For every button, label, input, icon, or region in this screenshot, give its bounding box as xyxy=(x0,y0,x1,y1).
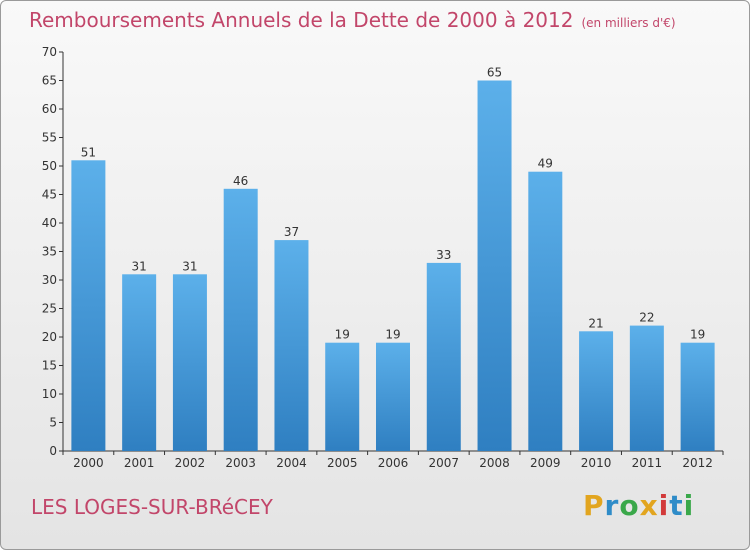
bar xyxy=(680,342,715,451)
y-tick-label: 70 xyxy=(42,45,57,59)
x-tick-label: 2006 xyxy=(378,456,409,470)
bar-value-label: 37 xyxy=(284,225,299,239)
y-tick-label: 50 xyxy=(42,159,57,173)
bars xyxy=(71,80,715,452)
logo-letter: r xyxy=(604,489,620,522)
x-tick-label: 2003 xyxy=(225,456,256,470)
y-tick-label: 45 xyxy=(42,188,57,202)
y-axis: 0 5 10 15 20 25 30 35 40 45 50 55 60 65 70 xyxy=(42,45,64,458)
logo-letter: i xyxy=(658,489,670,522)
y-tick-label: 15 xyxy=(42,359,57,373)
logo-letter: i xyxy=(683,489,695,522)
data-labels: 51 31 31 46 37 19 19 33 65 49 21 22 19 xyxy=(81,66,706,342)
x-tick-label: 2002 xyxy=(175,456,206,470)
bar xyxy=(528,171,563,451)
bar xyxy=(376,342,410,451)
x-tick-label: 2010 xyxy=(581,456,612,470)
bar-value-label: 19 xyxy=(335,328,350,342)
bar-value-label: 51 xyxy=(81,145,96,159)
x-axis: 2000 2001 2002 2003 2004 2005 2006 2007 2008 2009… xyxy=(62,450,724,470)
y-tick-label: 10 xyxy=(42,387,57,401)
proxiti-logo: Proxiti xyxy=(583,489,694,522)
logo-letter: o xyxy=(619,489,640,522)
chart-subtitle: (en milliers d'€) xyxy=(581,16,676,30)
y-tick-label: 55 xyxy=(42,131,57,145)
bar-value-label: 49 xyxy=(538,157,553,171)
x-tick-label: 2008 xyxy=(479,456,510,470)
x-tick-label: 2011 xyxy=(632,456,663,470)
bar xyxy=(274,240,309,451)
x-tick-label: 2009 xyxy=(530,456,561,470)
bar xyxy=(71,160,106,452)
bar xyxy=(325,342,360,451)
y-tick-label: 0 xyxy=(49,444,57,458)
y-tick-label: 25 xyxy=(42,302,57,316)
x-tick-label: 2004 xyxy=(276,456,307,470)
x-tick-label: 2007 xyxy=(428,456,459,470)
x-tick-label: 2012 xyxy=(682,456,713,470)
bar-value-label: 19 xyxy=(385,328,400,342)
y-tick-label: 65 xyxy=(42,74,57,88)
x-tick-label: 2001 xyxy=(124,456,155,470)
y-tick-label: 20 xyxy=(42,330,57,344)
commune-name: LES LOGES-SUR-BRéCEY xyxy=(31,495,273,519)
logo-letter: P xyxy=(583,489,605,522)
bar-value-label: 21 xyxy=(588,316,603,330)
y-tick-label: 60 xyxy=(42,102,57,116)
logo-letter: t xyxy=(669,489,684,522)
x-tick-label: 2005 xyxy=(327,456,358,470)
y-tick-label: 40 xyxy=(42,216,57,230)
bar xyxy=(172,274,207,451)
bar-value-label: 31 xyxy=(182,259,197,273)
bar xyxy=(629,325,664,451)
bar xyxy=(122,274,157,451)
bar-value-label: 19 xyxy=(690,328,705,342)
bar-value-label: 33 xyxy=(436,248,451,262)
bar xyxy=(579,331,614,451)
logo-letter: x xyxy=(639,489,659,522)
bar-value-label: 31 xyxy=(132,259,147,273)
chart-title-text: Remboursements Annuels de la Dette de 20… xyxy=(29,8,574,32)
bar xyxy=(477,80,512,451)
bar-value-label: 46 xyxy=(233,174,248,188)
bar xyxy=(223,188,258,452)
bar-value-label: 65 xyxy=(487,66,502,80)
y-tick-label: 35 xyxy=(42,245,57,259)
bar xyxy=(426,262,461,451)
bar-value-label: 22 xyxy=(639,311,654,325)
x-tick-label: 2000 xyxy=(73,456,104,470)
y-tick-label: 5 xyxy=(49,416,57,430)
y-tick-label: 30 xyxy=(42,273,57,287)
chart-title: Remboursements Annuels de la Dette de 20… xyxy=(29,8,676,32)
